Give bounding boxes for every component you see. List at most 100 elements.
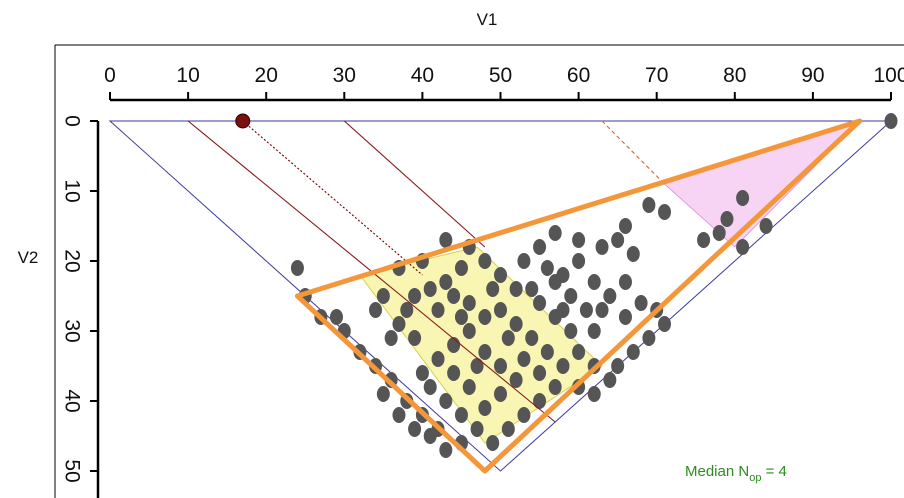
data-point — [618, 274, 632, 290]
x-tick-label: 40 — [411, 64, 434, 87]
data-point — [470, 421, 484, 437]
orange-triangle — [294, 118, 863, 474]
data-point — [486, 435, 500, 451]
data-point — [501, 330, 515, 346]
data-point — [697, 232, 711, 248]
data-point — [408, 421, 422, 437]
data-point — [540, 260, 554, 276]
data-point — [556, 358, 570, 374]
regions-layer — [108, 120, 893, 472]
data-point — [376, 288, 390, 304]
data-point — [439, 393, 453, 409]
data-point — [439, 232, 453, 248]
data-point — [478, 253, 492, 269]
data-point — [525, 281, 539, 297]
x-tick-label: 20 — [255, 64, 278, 87]
data-point — [572, 253, 586, 269]
data-point — [486, 281, 500, 297]
data-point — [290, 260, 304, 276]
data-point — [431, 302, 445, 318]
data-point — [392, 407, 406, 423]
data-point — [376, 386, 390, 402]
data-point — [494, 358, 507, 374]
data-point — [595, 239, 609, 255]
reference-line — [343, 120, 486, 248]
y-tick-label: 40 — [61, 389, 84, 412]
data-point — [572, 344, 586, 360]
data-point — [642, 197, 656, 213]
data-point — [579, 302, 593, 318]
median-annotation-text: Median N — [685, 463, 749, 480]
data-point — [736, 190, 750, 206]
marked-point — [235, 113, 251, 129]
data-point — [525, 330, 539, 346]
data-point — [603, 372, 617, 388]
x-tick-label: 60 — [567, 64, 590, 87]
data-point — [712, 225, 726, 241]
data-point — [618, 218, 632, 234]
data-point — [884, 113, 898, 129]
data-point — [548, 225, 562, 241]
x-tick-label: 50 — [489, 64, 512, 87]
data-point — [533, 239, 547, 255]
data-point — [329, 309, 343, 325]
points-layer — [290, 113, 898, 458]
data-point — [759, 218, 773, 234]
data-point — [556, 302, 570, 318]
median-annotation: Median Nop = 4 — [685, 463, 787, 484]
data-point — [595, 302, 609, 318]
data-point — [494, 267, 507, 283]
data-point — [572, 232, 586, 248]
x-axis-title: V1 — [477, 10, 498, 29]
data-point — [517, 407, 531, 423]
y-tick-label: 20 — [61, 249, 84, 272]
data-point — [626, 246, 640, 262]
data-point — [587, 323, 601, 339]
median-annotation-suffix: = 4 — [761, 463, 786, 480]
lines-layer — [187, 113, 863, 474]
y-tick-label: 10 — [61, 179, 84, 202]
data-point — [454, 407, 468, 423]
data-point — [509, 316, 523, 332]
data-point — [611, 232, 625, 248]
data-point — [384, 330, 398, 346]
data-point — [454, 309, 468, 325]
data-point — [517, 253, 531, 269]
data-point — [478, 344, 492, 360]
data-point — [658, 316, 672, 332]
data-point — [462, 323, 476, 339]
data-point — [611, 358, 625, 374]
data-point — [478, 309, 492, 325]
data-point — [439, 274, 453, 290]
data-point — [470, 358, 484, 374]
data-point — [540, 344, 554, 360]
data-point — [431, 351, 445, 367]
axes-layer: 0 10 20 30 40 50 60 70 80 90 100 0 10 20 30 40 50 — [54, 44, 904, 498]
data-point — [447, 365, 461, 381]
data-point — [533, 365, 547, 381]
data-point — [423, 428, 437, 444]
data-point — [626, 344, 640, 360]
data-point — [392, 316, 406, 332]
data-point — [509, 372, 523, 388]
data-point — [369, 302, 383, 318]
y-tick-label: 0 — [61, 115, 84, 127]
x-tick-label: 30 — [333, 64, 356, 87]
data-point — [454, 260, 468, 276]
data-point — [462, 295, 476, 311]
x-tick-label: 90 — [801, 64, 824, 87]
data-point — [400, 302, 414, 318]
y-tick-label: 30 — [61, 319, 84, 342]
data-point — [423, 281, 437, 297]
data-point — [501, 421, 515, 437]
data-point — [587, 274, 601, 290]
data-point — [517, 351, 531, 367]
reference-line — [242, 120, 423, 276]
data-point — [603, 288, 617, 304]
data-point — [720, 211, 734, 227]
x-tick-label: 10 — [176, 64, 199, 87]
data-point — [494, 302, 507, 318]
data-point — [564, 288, 578, 304]
data-point — [423, 379, 437, 395]
